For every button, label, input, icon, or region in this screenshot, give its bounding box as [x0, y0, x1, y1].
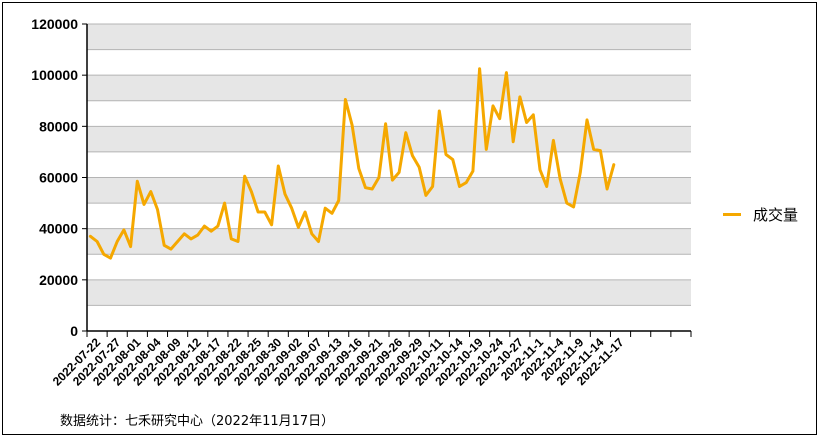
- data-point: [337, 199, 340, 202]
- data-point: [156, 208, 159, 211]
- data-point: [572, 205, 575, 209]
- data-point: [203, 224, 206, 228]
- data-point: [263, 210, 267, 214]
- data-point: [216, 224, 220, 228]
- data-point: [89, 235, 92, 238]
- data-point: [297, 226, 300, 229]
- data-point: [256, 210, 260, 214]
- data-point: [558, 177, 562, 180]
- chart-frame: [2, 2, 817, 435]
- data-point: [471, 169, 475, 173]
- data-point: [169, 247, 173, 251]
- data-point: [236, 240, 240, 243]
- data-point: [565, 201, 569, 205]
- grid-band: [87, 228, 691, 255]
- data-point: [176, 240, 179, 243]
- data-point: [243, 175, 246, 178]
- data-point: [142, 203, 146, 206]
- data-point: [532, 113, 535, 117]
- data-point: [505, 71, 508, 74]
- data-point: [250, 190, 253, 193]
- y-tick-label: 120000: [31, 16, 78, 32]
- data-point: [149, 190, 152, 193]
- data-point: [95, 240, 99, 243]
- grid-band: [87, 24, 691, 50]
- grid-band: [87, 279, 691, 306]
- data-point: [277, 164, 280, 168]
- data-point: [136, 180, 139, 183]
- data-point: [384, 122, 387, 125]
- data-point: [122, 228, 126, 232]
- data-point: [424, 194, 428, 197]
- data-point: [511, 140, 515, 143]
- data-point: [491, 104, 495, 108]
- data-point: [116, 240, 119, 243]
- data-point: [317, 240, 320, 243]
- data-point: [196, 233, 199, 237]
- data-point: [585, 118, 589, 122]
- data-point: [183, 232, 186, 235]
- data-point: [270, 223, 273, 227]
- data-point: [545, 185, 548, 188]
- data-point: [431, 185, 434, 188]
- data-point: [605, 187, 609, 191]
- grid-band: [87, 177, 691, 204]
- data-point: [350, 123, 354, 127]
- data-point: [230, 237, 233, 241]
- data-point: [223, 201, 226, 205]
- grid-band: [87, 75, 691, 101]
- data-point: [129, 245, 132, 248]
- data-point: [377, 176, 381, 179]
- legend-label: 成交量: [753, 206, 799, 224]
- data-point: [518, 95, 522, 99]
- data-point: [404, 131, 407, 134]
- data-point: [344, 98, 347, 101]
- data-point: [397, 171, 401, 174]
- data-point: [538, 168, 542, 172]
- y-tick-label: 40000: [39, 221, 78, 237]
- data-point: [209, 230, 213, 233]
- data-point: [364, 186, 367, 189]
- y-tick-label: 100000: [31, 67, 78, 83]
- data-point: [599, 149, 602, 152]
- source-note: 数据统计：七禾研究中心（2022年11月17日）: [60, 414, 335, 429]
- data-point: [310, 232, 314, 235]
- legend: 成交量: [723, 204, 798, 225]
- data-point: [290, 207, 293, 210]
- y-tick-label: 20000: [39, 272, 78, 288]
- data-point: [485, 148, 488, 151]
- data-point: [371, 187, 374, 191]
- data-point: [458, 185, 461, 188]
- data-point: [391, 178, 394, 182]
- data-point: [357, 167, 360, 170]
- data-point: [303, 210, 307, 214]
- data-point: [324, 207, 327, 210]
- y-tick-label: 80000: [39, 118, 78, 134]
- data-point: [525, 121, 528, 124]
- data-point: [478, 67, 481, 70]
- data-point: [162, 244, 166, 247]
- data-point: [109, 256, 112, 260]
- legend-swatch: [723, 213, 741, 216]
- data-point: [411, 154, 414, 157]
- data-point: [444, 153, 448, 156]
- data-point: [592, 148, 595, 151]
- data-point: [464, 181, 468, 184]
- data-point: [579, 171, 582, 174]
- data-point: [438, 109, 441, 113]
- y-tick-label: 60000: [39, 170, 78, 186]
- data-point: [612, 163, 616, 166]
- data-point: [418, 166, 421, 169]
- data-point: [552, 139, 555, 142]
- data-point: [330, 212, 334, 215]
- data-point: [102, 253, 105, 256]
- data-point: [498, 117, 501, 120]
- data-point: [283, 192, 287, 196]
- data-point: [189, 237, 193, 241]
- y-tick-label: 0: [70, 323, 78, 339]
- data-point: [451, 158, 454, 161]
